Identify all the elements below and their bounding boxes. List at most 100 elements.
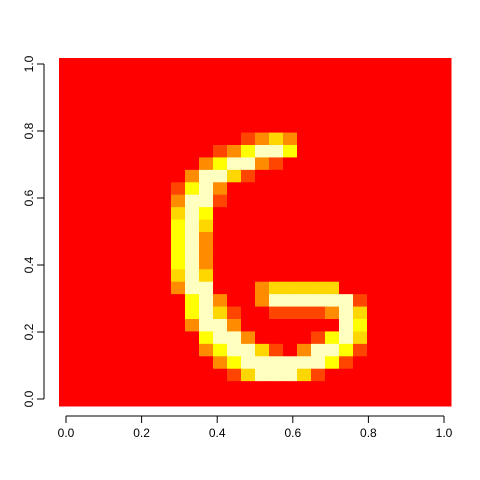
heatmap-cell [143, 120, 158, 134]
heatmap-cell [381, 343, 396, 357]
heatmap-cell [101, 244, 116, 258]
heatmap-cell [87, 219, 102, 233]
heatmap-cell [423, 244, 438, 258]
heatmap-cell [73, 331, 88, 345]
heatmap-cell [339, 70, 354, 84]
heatmap-cell [171, 194, 186, 208]
heatmap-cell [269, 232, 284, 245]
heatmap-cell [59, 232, 74, 245]
heatmap-cell [227, 319, 242, 332]
heatmap-cell [185, 145, 200, 158]
heatmap-cell [437, 244, 452, 258]
heatmap-cell [409, 331, 424, 345]
heatmap-cell [311, 356, 326, 370]
heatmap-cell [171, 107, 186, 121]
heatmap-cell [409, 381, 424, 395]
heatmap-cell [255, 145, 270, 158]
heatmap-cell [199, 145, 214, 158]
heatmap-cell [255, 232, 270, 245]
heatmap-cell [409, 207, 424, 221]
heatmap-cell [115, 132, 130, 146]
heatmap-cell [101, 145, 116, 158]
heatmap-cell [115, 232, 130, 245]
heatmap-cell [227, 157, 242, 171]
heatmap-cell [143, 319, 158, 332]
heatmap-cell [73, 306, 88, 320]
heatmap-cell [367, 70, 382, 84]
heatmap-cell [311, 120, 326, 134]
heatmap-cell [171, 120, 186, 134]
heatmap-cell [255, 207, 270, 221]
heatmap-cell [339, 319, 354, 332]
heatmap-cell [171, 368, 186, 382]
heatmap-cell [325, 343, 340, 357]
heatmap-cell [367, 381, 382, 395]
heatmap-cell [437, 194, 452, 208]
heatmap-cell [395, 306, 410, 320]
heatmap-cell [129, 194, 144, 208]
heatmap-cell [115, 58, 130, 71]
heatmap-cell [283, 145, 298, 158]
heatmap-cell [87, 95, 102, 109]
heatmap-cell [311, 393, 326, 407]
heatmap-cell [185, 194, 200, 208]
heatmap-cell [115, 294, 130, 308]
heatmap-cell [59, 219, 74, 233]
heatmap-cell [73, 368, 88, 382]
heatmap-cell [87, 343, 102, 357]
heatmap-cell [185, 58, 200, 71]
heatmap-cell [339, 157, 354, 171]
heatmap-cell [101, 207, 116, 221]
heatmap-cell [325, 182, 340, 196]
heatmap-cell [185, 232, 200, 245]
heatmap-cell [143, 70, 158, 84]
heatmap-cell [311, 194, 326, 208]
heatmap-cell [101, 182, 116, 196]
heatmap-cell [185, 182, 200, 196]
heatmap-cell [199, 157, 214, 171]
heatmap-cell [283, 393, 298, 407]
heatmap-cell [409, 169, 424, 183]
heatmap-cell [283, 294, 298, 308]
heatmap-cell [213, 381, 228, 395]
heatmap-cell [353, 381, 368, 395]
heatmap-cell [381, 294, 396, 308]
heatmap-cell [199, 194, 214, 208]
heatmap-cell [311, 145, 326, 158]
heatmap-cell [339, 281, 354, 295]
heatmap-cell [395, 244, 410, 258]
heatmap-cell [339, 294, 354, 308]
heatmap-cell [311, 368, 326, 382]
heatmap-cell [115, 219, 130, 233]
heatmap-cell [269, 70, 284, 84]
heatmap-cell [101, 281, 116, 295]
heatmap-cell [339, 269, 354, 283]
heatmap-cell [283, 194, 298, 208]
heatmap-cell [311, 319, 326, 332]
heatmap-cell [297, 368, 312, 382]
heatmap-cell [129, 157, 144, 171]
heatmap-cell [171, 219, 186, 233]
heatmap-cell [423, 319, 438, 332]
heatmap-cell [213, 244, 228, 258]
heatmap-cell [339, 232, 354, 245]
heatmap-cell [325, 294, 340, 308]
heatmap-cell [101, 343, 116, 357]
heatmap-cell [325, 207, 340, 221]
heatmap-cell [353, 107, 368, 121]
y-tick-label: 0.0 [22, 390, 36, 407]
heatmap-cell [59, 207, 74, 221]
heatmap-cell [437, 169, 452, 183]
heatmap-cell [283, 331, 298, 345]
heatmap-cell [255, 132, 270, 146]
heatmap-cell [101, 107, 116, 121]
heatmap-cell [199, 95, 214, 109]
y-axis: 0.0 0.2 0.4 0.6 0.8 1.0 [22, 55, 45, 407]
heatmap-cell [353, 281, 368, 295]
heatmap-cell [241, 368, 256, 382]
heatmap-cell [409, 281, 424, 295]
heatmap-cell [283, 132, 298, 146]
heatmap-cell [353, 232, 368, 245]
heatmap-cell [59, 244, 74, 258]
heatmap-cell [269, 343, 284, 357]
